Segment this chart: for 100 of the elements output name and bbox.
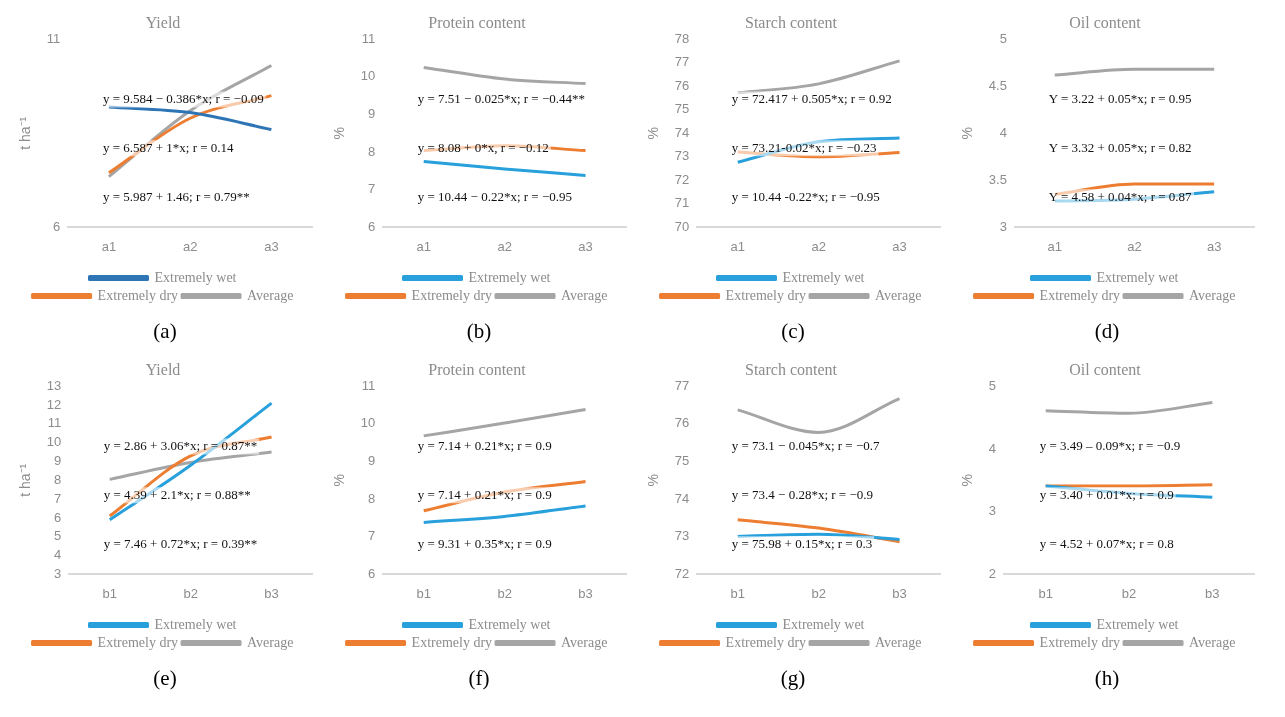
- y-tick-label: 4: [988, 440, 997, 456]
- chart-title: Oil content: [1069, 13, 1142, 31]
- x-tick-label: a3: [578, 238, 593, 254]
- y-tick-label: 73: [674, 528, 690, 544]
- annotation: y = 73.4 − 0.28*x; r = −0.9: [731, 486, 873, 502]
- legend-label: Average: [875, 287, 922, 303]
- annotation: y = 75.98 + 0.15*x; r = 0.3: [731, 535, 873, 551]
- y-tick-label: 9: [368, 106, 376, 122]
- y-tick-label: 8: [368, 143, 376, 159]
- x-tick-label: a2: [811, 238, 826, 254]
- y-tick-label: 7: [368, 528, 376, 544]
- x-tick-label: b3: [892, 585, 907, 601]
- y-tick-label: 10: [46, 434, 62, 450]
- y-tick-label: 10: [360, 415, 376, 431]
- y-tick-label: 75: [674, 101, 690, 117]
- y-tick-label: 9: [368, 453, 376, 469]
- y-tick-label: 13: [46, 377, 62, 393]
- chart-title: Starch content: [745, 13, 838, 31]
- legend-label: Extremely dry: [1039, 287, 1121, 303]
- text: (e): [153, 665, 177, 692]
- x-tick-label: a3: [264, 238, 279, 254]
- legend-label: Extremely wet: [1096, 269, 1179, 285]
- y-tick-label: 5: [988, 377, 997, 393]
- annotation: y = 10.44 -0.22*x; r = −0.95: [731, 188, 880, 204]
- y-tick-label: 3.5: [988, 171, 1007, 187]
- y-tick-label: 7: [54, 490, 62, 506]
- y-tick-label: 72: [674, 171, 690, 187]
- x-tick-label: b2: [497, 585, 512, 601]
- y-tick-label: 75: [674, 453, 690, 469]
- y-tick-label: 4.5: [988, 77, 1007, 93]
- y-axis-title: %: [959, 127, 976, 140]
- y-tick-label: 11: [46, 30, 61, 46]
- legend-label: Extremely dry: [725, 287, 807, 303]
- legend-label: Average: [561, 634, 608, 650]
- x-tick-label: a2: [497, 238, 512, 254]
- legend-label: Average: [561, 287, 608, 303]
- annotation: Y = 3.22 + 0.05*x; r = 0.95: [1048, 90, 1192, 106]
- x-tick-label: b1: [102, 585, 117, 601]
- legend-label: Extremely wet: [782, 269, 865, 285]
- x-tick-label: b1: [416, 585, 431, 601]
- y-tick-label: 4: [999, 124, 1007, 140]
- legend-label: Extremely wet: [1096, 616, 1179, 632]
- legend-label: Extremely wet: [782, 616, 865, 632]
- annotation: y = 3.40 + 0.01*x; r = 0.9: [1039, 486, 1174, 502]
- y-tick-label: 8: [54, 471, 62, 487]
- x-tick-label: a3: [1206, 238, 1222, 254]
- legend-label: Average: [875, 634, 922, 650]
- y-tick-label: 5: [999, 30, 1007, 46]
- chart-title: Protein content: [428, 360, 527, 378]
- annotation: y = 3.49 – 0.09*x; r = −0.9: [1039, 437, 1181, 453]
- x-tick-label: b1: [1038, 585, 1053, 601]
- annotation: y = 73.1 − 0.045*x; r = −0.7: [731, 437, 880, 453]
- y-tick-label: 6: [54, 509, 62, 525]
- chart-title: Yield: [145, 360, 181, 378]
- annotation: y = 73.21-0.02*x; r = −0.23: [731, 139, 877, 155]
- y-tick-label: 76: [674, 77, 690, 93]
- legend-label: Extremely dry: [97, 287, 179, 303]
- y-axis-title: t ha⁻¹: [17, 116, 34, 150]
- legend-label: Extremely dry: [411, 287, 493, 303]
- annotation: y = 7.14 + 0.21*x; r = 0.9: [417, 437, 552, 453]
- chart-title: Yield: [145, 13, 181, 31]
- x-tick-label: b2: [183, 585, 198, 601]
- y-tick-label: 77: [674, 377, 690, 393]
- y-axis-title: %: [331, 474, 348, 487]
- y-tick-label: 76: [674, 415, 690, 431]
- y-tick-label: 6: [368, 218, 376, 234]
- text: (g): [780, 665, 806, 692]
- legend-label: Extremely dry: [97, 634, 179, 650]
- y-tick-label: 6: [53, 218, 61, 234]
- x-tick-label: a2: [182, 238, 198, 254]
- x-tick-label: b2: [1121, 585, 1137, 601]
- annotation: y = 5.987 + 1.46; r = 0.79**: [102, 188, 250, 204]
- chart-title: Starch content: [745, 360, 838, 378]
- annotation: y = 6.587 + 1*x; r = 0.14: [102, 139, 235, 155]
- y-tick-label: 73: [674, 148, 690, 164]
- text: (b): [466, 318, 492, 345]
- x-tick-label: a1: [101, 238, 117, 254]
- legend-label: Extremely dry: [411, 634, 493, 650]
- annotation: y = 9.584 − 0.386*x; r = −0.09: [102, 90, 264, 106]
- chart-title: Protein content: [428, 13, 527, 31]
- y-tick-label: 74: [674, 490, 690, 506]
- annotation: Y = 3.32 + 0.05*x; r = 0.82: [1048, 139, 1192, 155]
- legend-label: Extremely wet: [154, 269, 237, 285]
- x-tick-label: b3: [578, 585, 593, 601]
- y-tick-label: 11: [361, 377, 376, 393]
- y-tick-label: 3: [54, 565, 62, 581]
- y-axis-title: %: [959, 474, 976, 487]
- x-tick-label: a2: [1127, 238, 1142, 254]
- y-tick-label: 7: [368, 181, 376, 197]
- legend-label: Extremely dry: [725, 634, 807, 650]
- y-tick-label: 71: [674, 195, 690, 211]
- y-tick-label: 10: [360, 68, 376, 84]
- x-tick-label: a1: [416, 238, 431, 254]
- text: (c): [781, 318, 805, 345]
- legend-label: Average: [247, 287, 294, 303]
- x-tick-label: a1: [730, 238, 745, 254]
- legend-label: Average: [1189, 634, 1236, 650]
- y-tick-label: 74: [674, 124, 690, 140]
- y-tick-label: 8: [368, 490, 376, 506]
- y-tick-label: 5: [54, 528, 62, 544]
